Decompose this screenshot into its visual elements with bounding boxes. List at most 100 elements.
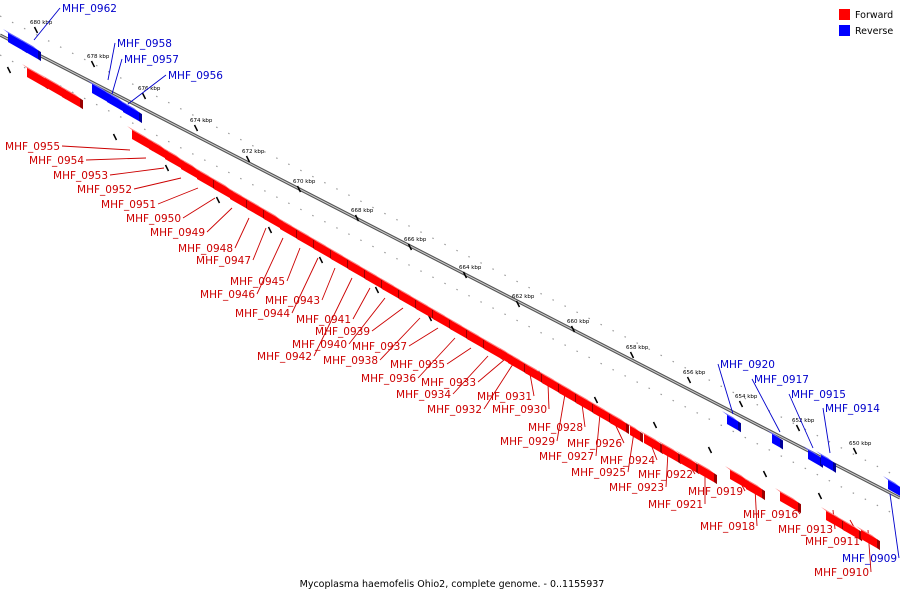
tick-mark [354,214,360,222]
tick-mark-lower [707,446,713,454]
tick-mark-lower [6,66,12,74]
gene-label: MHF_0939 [315,326,370,338]
forward-gene-block [741,476,765,501]
tick-mark [629,351,635,359]
gene-label-leader [348,297,386,345]
gene-label-leader [313,277,353,357]
gene-block-face [542,374,558,393]
gene-block-top [192,166,213,180]
gene-block-side [798,502,801,514]
tick-marks: 680 kbp 678 kbp 676 kbp 674 kbp 672 kbp 670 k… [0,15,900,518]
tick-label: 668 kbp [351,208,374,214]
gene-block-top [411,296,432,310]
gene-block-top [160,146,181,160]
gene-block-top [394,286,415,300]
gene-label: MHF_0932 [427,404,482,416]
gene-features [3,29,900,551]
gene-block-face [484,340,500,359]
gene-block-top [462,326,483,340]
gene-block-top [118,99,139,113]
gene-label-leader [157,187,199,205]
gene-block-top [767,430,780,439]
tick-label: 662 kbp [512,294,535,300]
gene-block-face [821,455,833,471]
gene-label-leader [595,413,601,457]
gene-block-face [107,93,123,112]
gene-block-face [508,354,524,373]
gene-label: MHF_0914 [825,403,880,415]
tick-label: 654 kbp [735,394,758,400]
gene-label-leader [446,347,472,365]
gene-block-face [610,414,626,433]
gene-label-leader [822,407,831,454]
gene-block-top [520,360,541,374]
gene-block-top [816,451,833,462]
genome-caption: Mycoplasma haemofelis Ohio2, complete ge… [300,579,605,590]
gene-block-top [40,74,63,89]
gene-block-face [559,384,575,403]
gene-label-leader [286,247,301,282]
tick-mark [90,60,96,68]
gene-label: MHF_0942 [257,351,312,363]
legend: Forward Reverse [839,9,893,37]
gene-label: MHF_0915 [791,389,846,401]
gene-block-top [479,336,500,350]
gene-label-leader [291,257,319,314]
gene-label-leader [477,359,505,383]
forward-gene-block [57,84,83,110]
tick-mark [245,155,251,163]
gene-label: MHF_0943 [265,295,320,307]
gene-block-top [554,380,575,394]
gene-label-leader [127,74,167,105]
gene-labels: MHF_0962 MHF_0958 MHF_0957 MHF_0956 MHF_0955… [5,3,897,579]
gene-label: MHF_0950 [126,213,181,225]
gene-block-face [727,415,738,431]
guide-dots-1 [0,54,900,518]
gene-label-leader [109,167,165,176]
gene-block-top [605,410,626,424]
tick-label: 670 kbp [293,179,316,185]
gene-block-face [62,88,80,108]
gene-block-top [242,196,263,210]
gene-label: MHF_0933 [421,377,476,389]
gene-label-leader [234,217,250,249]
tick-label: 666 kbp [404,237,427,243]
gene-block-face [808,450,820,466]
gene-label-leader [206,207,233,233]
gene-label: MHF_0925 [571,467,626,479]
forward-gene-block [605,410,629,435]
gene-block-top [127,126,150,141]
gene-label: MHF_0931 [477,391,532,403]
gene-block-top [725,466,746,480]
gene-block-side [877,539,880,551]
gene-block-face [92,84,108,103]
gene-label-leader [627,431,635,473]
gene-label: MHF_0944 [235,308,290,320]
gene-block-top [22,64,45,79]
gene-block-top [343,256,364,270]
tick-mark-lower [817,492,823,500]
legend-reverse-label: Reverse [855,26,893,37]
tick-mark-lower [652,421,658,429]
gene-label-leader [754,487,758,527]
gene-block-face [826,511,842,530]
gene-block-face [214,180,230,199]
gene-block-face [331,250,347,269]
gene-block-top [741,476,762,490]
tick-mark [738,400,744,408]
gene-label-leader [256,237,284,295]
tick-label: 676 kbp [138,86,161,92]
gene-label: MHF_0936 [361,373,416,385]
gene-label-leader [61,145,131,151]
tick-label: 680 kbp [30,20,53,26]
gene-block-top [588,400,609,414]
gene-block-top [803,446,820,457]
gene-block-top [225,186,246,200]
label-leaders [33,7,900,573]
gene-label: MHF_0911 [805,536,860,548]
tick-label: 672 kbp [242,149,265,155]
tick-mark-lower [164,164,170,172]
tick-mark [852,447,858,455]
gene-block-face [450,320,466,339]
